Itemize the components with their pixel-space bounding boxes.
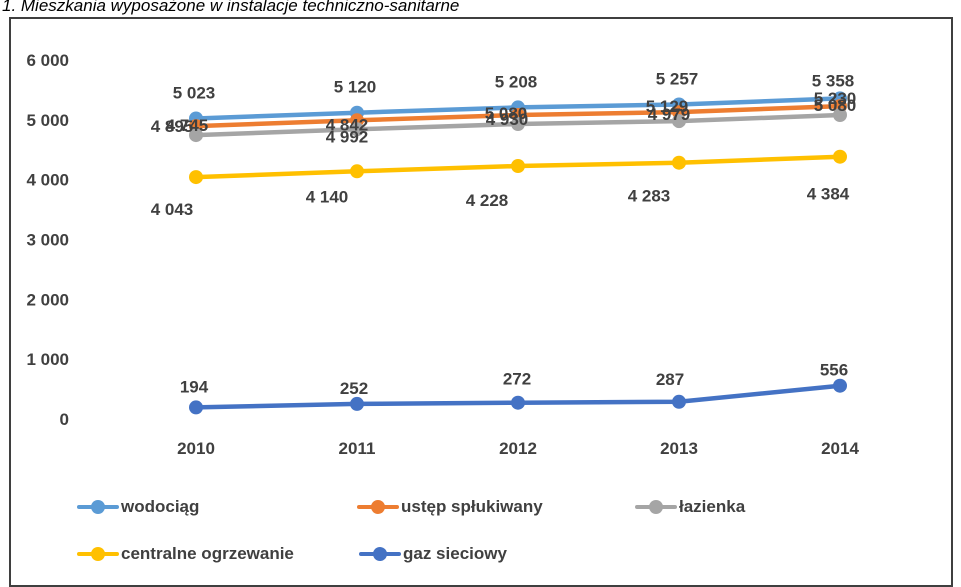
legend-swatch <box>635 500 677 514</box>
data-label: 4 745 <box>166 116 209 135</box>
y-tick-label: 3 000 <box>26 231 69 250</box>
data-label: 4 228 <box>466 191 509 210</box>
data-point <box>833 108 847 122</box>
data-label: 4 043 <box>151 200 194 219</box>
data-point <box>511 117 525 131</box>
data-point <box>833 149 847 164</box>
data-point <box>833 378 847 393</box>
data-label: 4 283 <box>628 187 671 206</box>
x-tick-label: 2012 <box>499 439 537 458</box>
line-chart: 0 1 000 2 000 3 000 4 000 5 000 6 000 2010 2011 2… <box>26 51 859 458</box>
legend-swatch <box>77 500 119 514</box>
data-label: 194 <box>180 377 209 396</box>
data-label: 556 <box>820 361 848 380</box>
data-point <box>672 114 686 129</box>
data-label: 4 842 <box>326 115 369 134</box>
data-label: 5 230 <box>814 89 857 108</box>
legend-item: łazienka <box>635 497 745 517</box>
data-label: 5 080 <box>485 104 528 123</box>
data-label: 5 208 <box>495 72 538 91</box>
data-label: 5 358 <box>812 71 855 90</box>
y-tick-label: 1 000 <box>26 350 69 369</box>
data-point <box>511 395 525 410</box>
y-tick-label: 0 <box>60 410 69 429</box>
x-tick-label: 2013 <box>660 439 698 458</box>
legend-item: ustęp spłukiwany <box>357 497 543 517</box>
data-label: 4 895 <box>151 117 194 136</box>
data-label: 252 <box>340 379 368 398</box>
data-label: 4 140 <box>306 187 349 206</box>
data-label: 4 979 <box>648 105 691 124</box>
legend-label: ustęp spłukiwany <box>401 497 543 516</box>
data-point <box>350 164 364 179</box>
legend-swatch <box>357 500 399 514</box>
data-label: 5 023 <box>173 83 216 102</box>
data-label: 5 129 <box>646 97 689 116</box>
data-point <box>672 394 686 409</box>
legend-label: centralne ogrzewanie <box>121 544 294 563</box>
data-label: 4 930 <box>486 110 529 129</box>
data-point <box>672 155 686 170</box>
chart-area: 0 1 000 2 000 3 000 4 000 5 000 6 000 2010 2011 2… <box>9 17 953 587</box>
data-label: 4 384 <box>807 185 850 204</box>
legend-item: gaz sieciowy <box>359 544 507 564</box>
x-tick-label: 2011 <box>339 439 376 458</box>
legend-label: gaz sieciowy <box>403 544 507 563</box>
data-label: 4 992 <box>326 127 369 146</box>
y-tick-label: 4 000 <box>26 171 69 190</box>
data-point <box>350 396 364 411</box>
data-label: 5 120 <box>334 78 377 97</box>
y-tick-label: 2 000 <box>26 290 69 309</box>
page-title: 1. Mieszkania wyposażone w instalacje te… <box>2 0 460 15</box>
data-point <box>189 128 203 143</box>
legend-label: wodociąg <box>121 497 200 516</box>
y-tick-label: 6 000 <box>26 51 69 70</box>
legend-label: łazienka <box>679 497 746 516</box>
data-label: 5 257 <box>656 69 699 88</box>
legend-item: centralne ogrzewanie <box>77 544 294 564</box>
data-label: 272 <box>503 370 531 389</box>
data-label: 5 080 <box>814 96 857 115</box>
data-point <box>350 122 364 137</box>
data-point <box>189 170 203 185</box>
legend-swatch <box>77 547 119 561</box>
x-tick-label: 2010 <box>177 439 215 458</box>
data-point <box>189 400 203 415</box>
y-tick-label: 5 000 <box>26 111 69 130</box>
legend-swatch <box>359 547 401 561</box>
legend-item: wodociąg <box>77 497 199 517</box>
data-label: 287 <box>656 370 684 389</box>
x-tick-label: 2014 <box>821 439 859 458</box>
data-point <box>511 159 525 173</box>
